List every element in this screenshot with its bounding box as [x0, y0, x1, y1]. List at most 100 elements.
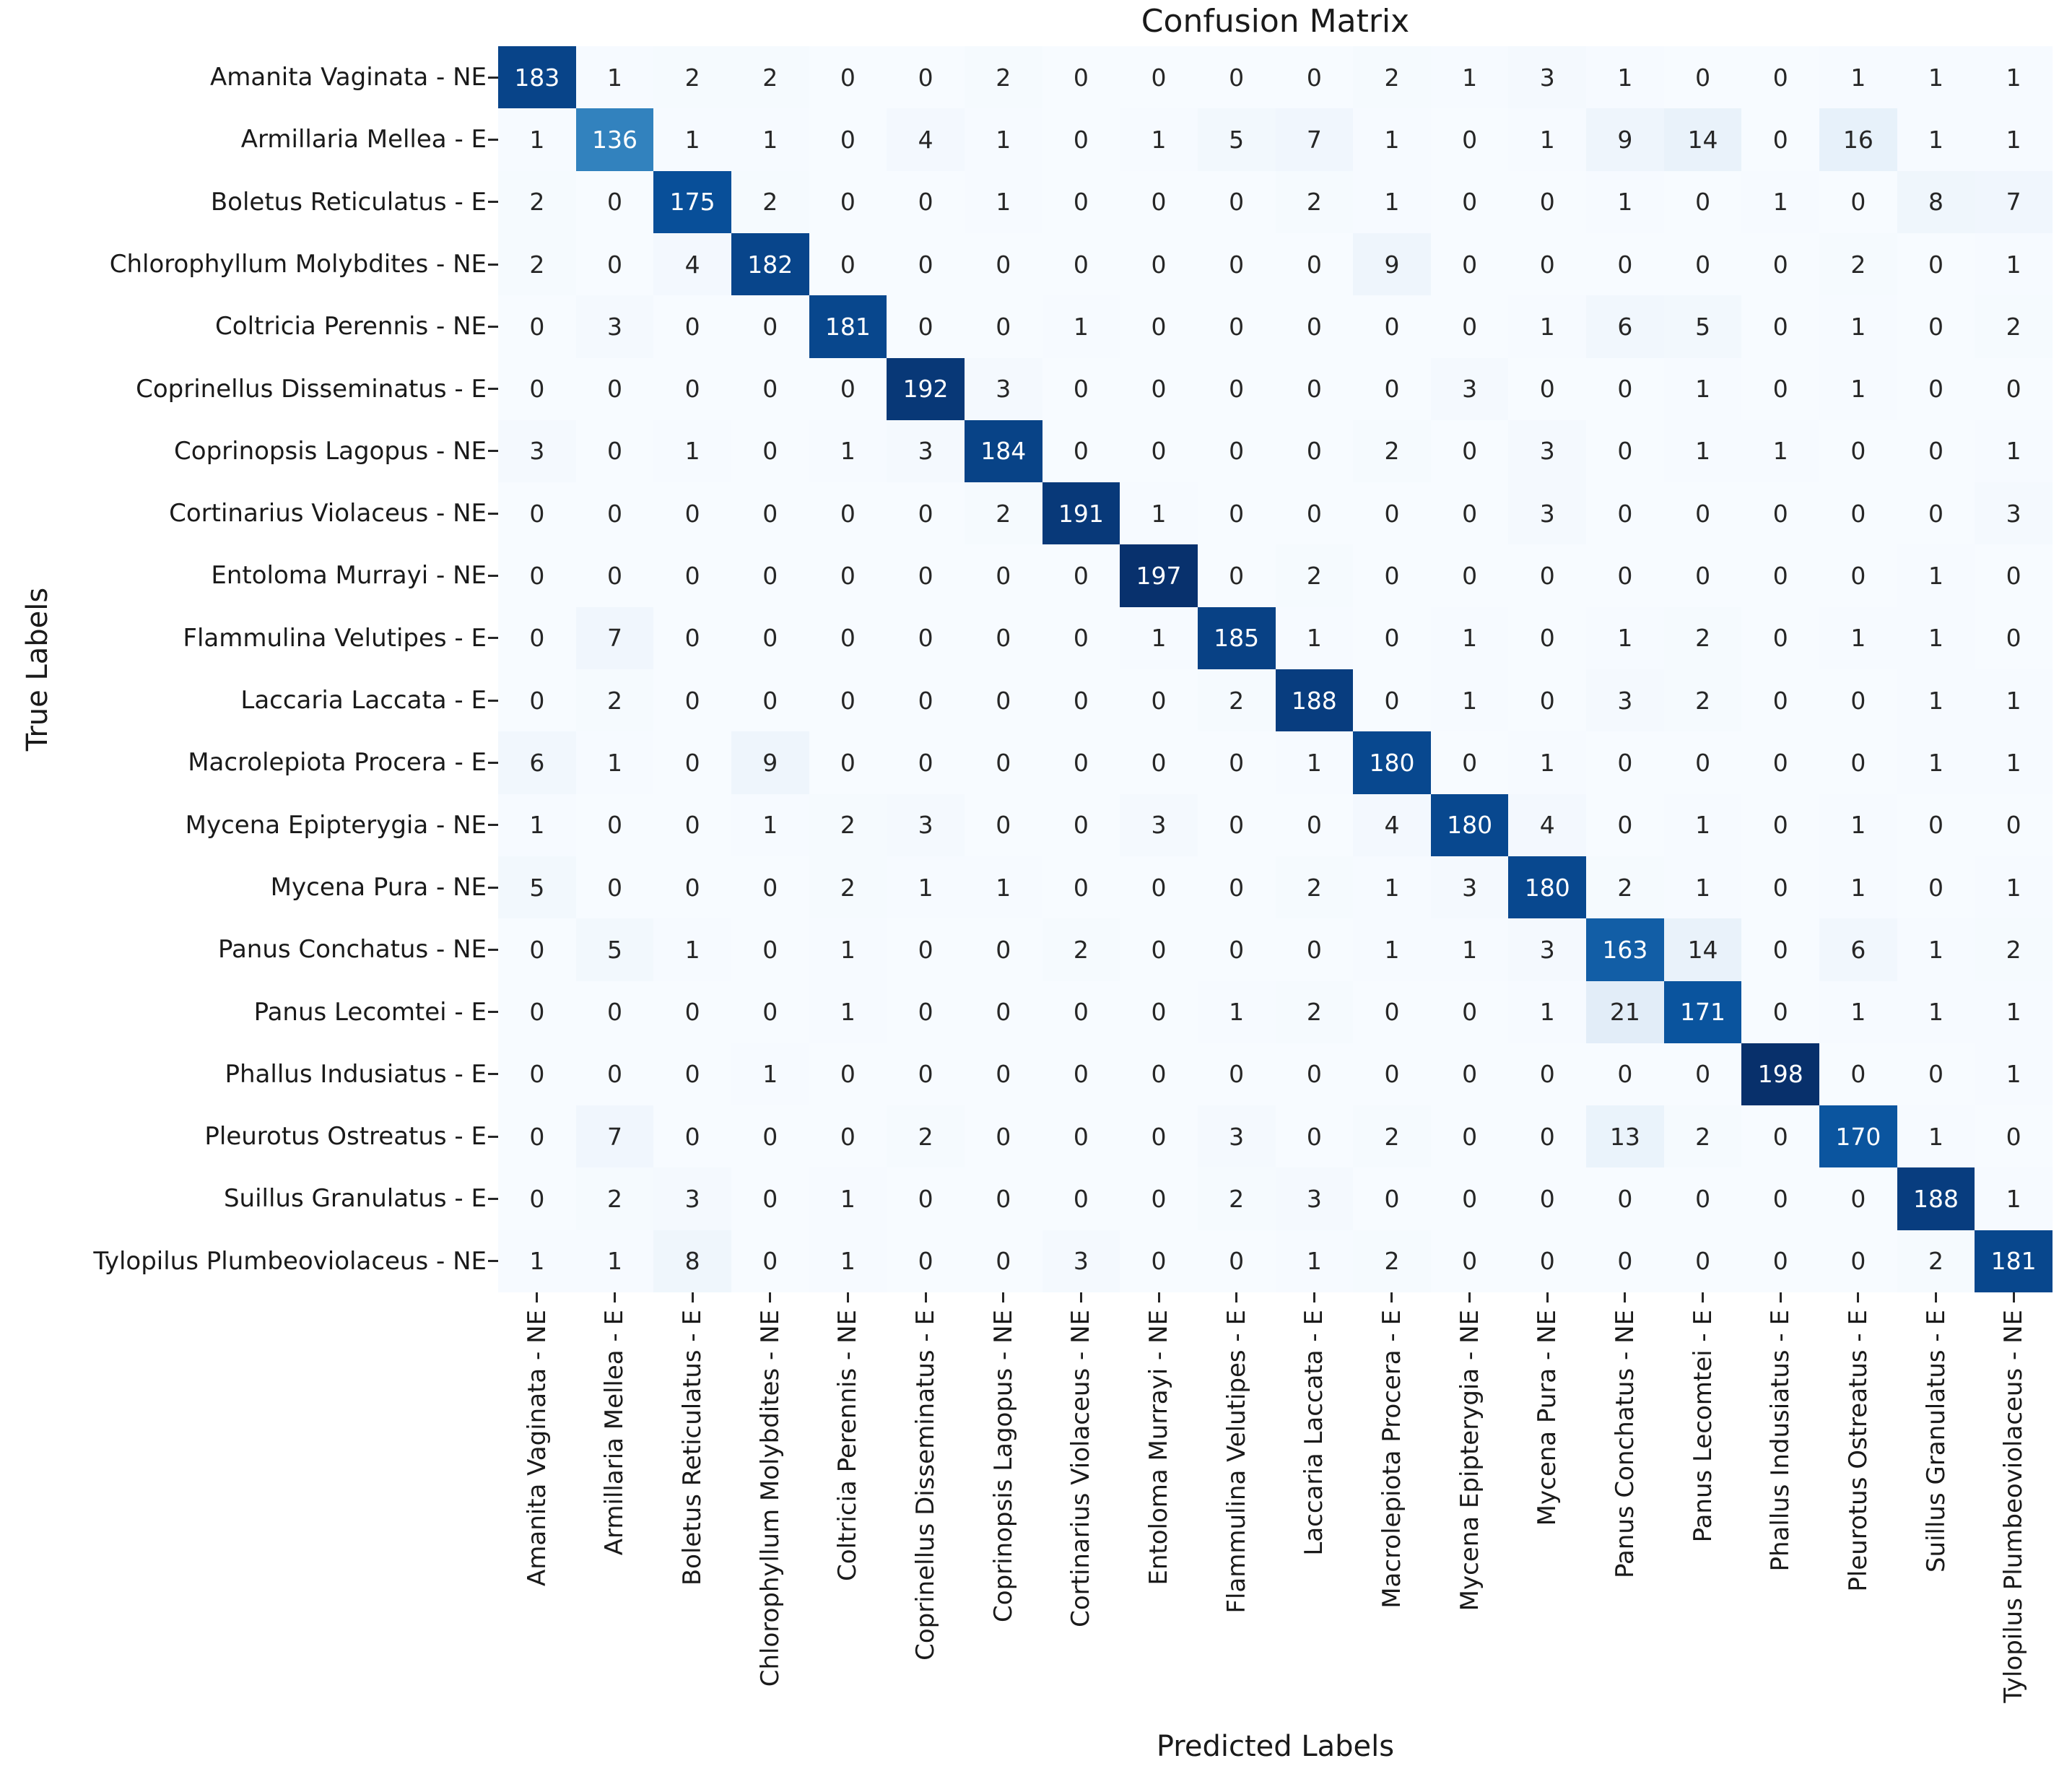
heatmap-cell: 180: [1508, 856, 1587, 919]
heatmap-cell: 1: [1508, 295, 1587, 358]
heatmap-cell: 0: [653, 793, 731, 856]
heatmap-cell: 0: [1042, 669, 1120, 732]
heatmap-cell: 0: [731, 544, 809, 607]
heatmap-cell: 1: [1663, 856, 1742, 919]
heatmap-cell: 0: [1275, 1105, 1354, 1168]
heatmap-cell: 0: [575, 793, 654, 856]
heatmap-cell: 0: [731, 482, 809, 545]
heatmap-cell: 0: [809, 482, 887, 545]
heatmap-cell: 9: [1353, 232, 1431, 296]
heatmap-cell: 6: [498, 731, 576, 794]
x-tick-label: Mycena Pura - NE: [1533, 1310, 1562, 1526]
heatmap-cell: 0: [1663, 731, 1742, 794]
y-tick-label: Phallus Indusiatus - E: [225, 1059, 487, 1089]
heatmap-cell: 0: [1197, 918, 1276, 981]
heatmap-cell: 0: [1120, 295, 1198, 358]
heatmap-cell: 1: [1897, 108, 1975, 171]
heatmap-cell: 0: [1430, 544, 1509, 607]
heatmap-cell: 0: [1508, 1230, 1587, 1292]
heatmap-cell: 0: [1430, 980, 1509, 1043]
y-tick-mark: [488, 886, 498, 889]
heatmap-cell: 0: [1663, 1167, 1742, 1230]
heatmap-cell: 0: [1275, 918, 1354, 981]
heatmap-cell: 1: [1897, 544, 1975, 607]
heatmap-cell: 0: [731, 357, 809, 420]
y-tick-label: Flammulina Velutipes - E: [183, 623, 487, 653]
x-tick-mark: [1002, 1292, 1005, 1302]
x-tick-label: Boletus Reticulatus - E: [678, 1310, 708, 1586]
heatmap-cell: 0: [1042, 1167, 1120, 1230]
heatmap-cell: 0: [1897, 1043, 1975, 1106]
heatmap-cell: 1: [1508, 980, 1587, 1043]
heatmap-cell: 0: [1741, 482, 1820, 545]
heatmap-cell: 0: [1586, 731, 1664, 794]
heatmap-cell: 1: [1975, 1167, 2053, 1230]
heatmap-cell: 1: [1508, 731, 1587, 794]
y-tick-mark: [488, 699, 498, 702]
heatmap-cell: 0: [1741, 669, 1820, 732]
heatmap-cell: 2: [964, 482, 1042, 545]
x-tick-mark: [1157, 1292, 1160, 1302]
heatmap-cell: 0: [1197, 357, 1276, 420]
x-tick-mark: [1390, 1292, 1393, 1302]
y-tick-label: Panus Conchatus - NE: [218, 935, 487, 965]
heatmap-cell: 0: [498, 669, 576, 732]
heatmap-cell: 0: [653, 1043, 731, 1106]
x-tick-label: Laccaria Laccata - E: [1300, 1310, 1329, 1556]
heatmap-cell: 1: [964, 170, 1042, 233]
heatmap-cell: 1: [1975, 108, 2053, 171]
x-tick-label: Mycena Epipterygia - NE: [1455, 1310, 1484, 1612]
heatmap-cell: 170: [1819, 1105, 1897, 1168]
heatmap-cell: 1: [1819, 606, 1897, 669]
heatmap-cell: 0: [498, 1105, 576, 1168]
heatmap-cell: 1: [1741, 419, 1820, 483]
heatmap-cell: 1: [1819, 46, 1897, 109]
heatmap-cell: 1: [1275, 1230, 1354, 1292]
heatmap-cell: 0: [1741, 108, 1820, 171]
heatmap-cell: 1: [1975, 731, 2053, 794]
heatmap-cell: 1: [1819, 295, 1897, 358]
x-tick-mark: [1935, 1292, 1938, 1302]
heatmap-cell: 2: [1353, 46, 1431, 109]
heatmap-cell: 0: [964, 1230, 1042, 1292]
x-tick-mark: [924, 1292, 927, 1302]
heatmap-cell: 0: [1353, 606, 1431, 669]
heatmap-cell: 0: [1586, 482, 1664, 545]
heatmap-cell: 2: [964, 46, 1042, 109]
heatmap-cell: 1: [1819, 357, 1897, 420]
heatmap-cell: 0: [1430, 419, 1509, 483]
heatmap-cell: 0: [809, 606, 887, 669]
heatmap-cell: 181: [1975, 1230, 2053, 1292]
heatmap-cell: 0: [1042, 606, 1120, 669]
heatmap-cell: 0: [1353, 544, 1431, 607]
heatmap-cell: 0: [1741, 731, 1820, 794]
heatmap-cell: 0: [887, 482, 965, 545]
heatmap-cell: 0: [1586, 419, 1664, 483]
heatmap-cell: 2: [809, 793, 887, 856]
heatmap-cell: 0: [1586, 1167, 1664, 1230]
x-tick-mark: [846, 1292, 849, 1302]
heatmap-cell: 1: [731, 108, 809, 171]
heatmap-cell: 0: [1430, 1105, 1509, 1168]
heatmap-cell: 2: [1353, 419, 1431, 483]
x-tick-mark: [2012, 1292, 2015, 1302]
heatmap-cell: 0: [1741, 1230, 1820, 1292]
heatmap-cell: 0: [731, 606, 809, 669]
heatmap-cell: 184: [964, 419, 1042, 483]
heatmap-cell: 0: [1897, 232, 1975, 296]
heatmap-cell: 2: [1197, 669, 1276, 732]
x-tick-mark: [1468, 1292, 1471, 1302]
heatmap-cell: 0: [964, 606, 1042, 669]
heatmap-cell: 0: [731, 419, 809, 483]
heatmap-cell: 182: [731, 232, 809, 296]
heatmap-cell: 2: [1663, 1105, 1742, 1168]
heatmap-cell: 0: [1975, 793, 2053, 856]
heatmap-cell: 0: [1508, 357, 1587, 420]
heatmap-cell: 0: [1508, 544, 1587, 607]
heatmap-cell: 0: [1430, 170, 1509, 233]
heatmap-cell: 2: [1663, 606, 1742, 669]
heatmap-cell: 0: [498, 295, 576, 358]
heatmap-cell: 0: [1586, 793, 1664, 856]
heatmap-cell: 2: [575, 1167, 654, 1230]
heatmap-cell: 1: [731, 1043, 809, 1106]
